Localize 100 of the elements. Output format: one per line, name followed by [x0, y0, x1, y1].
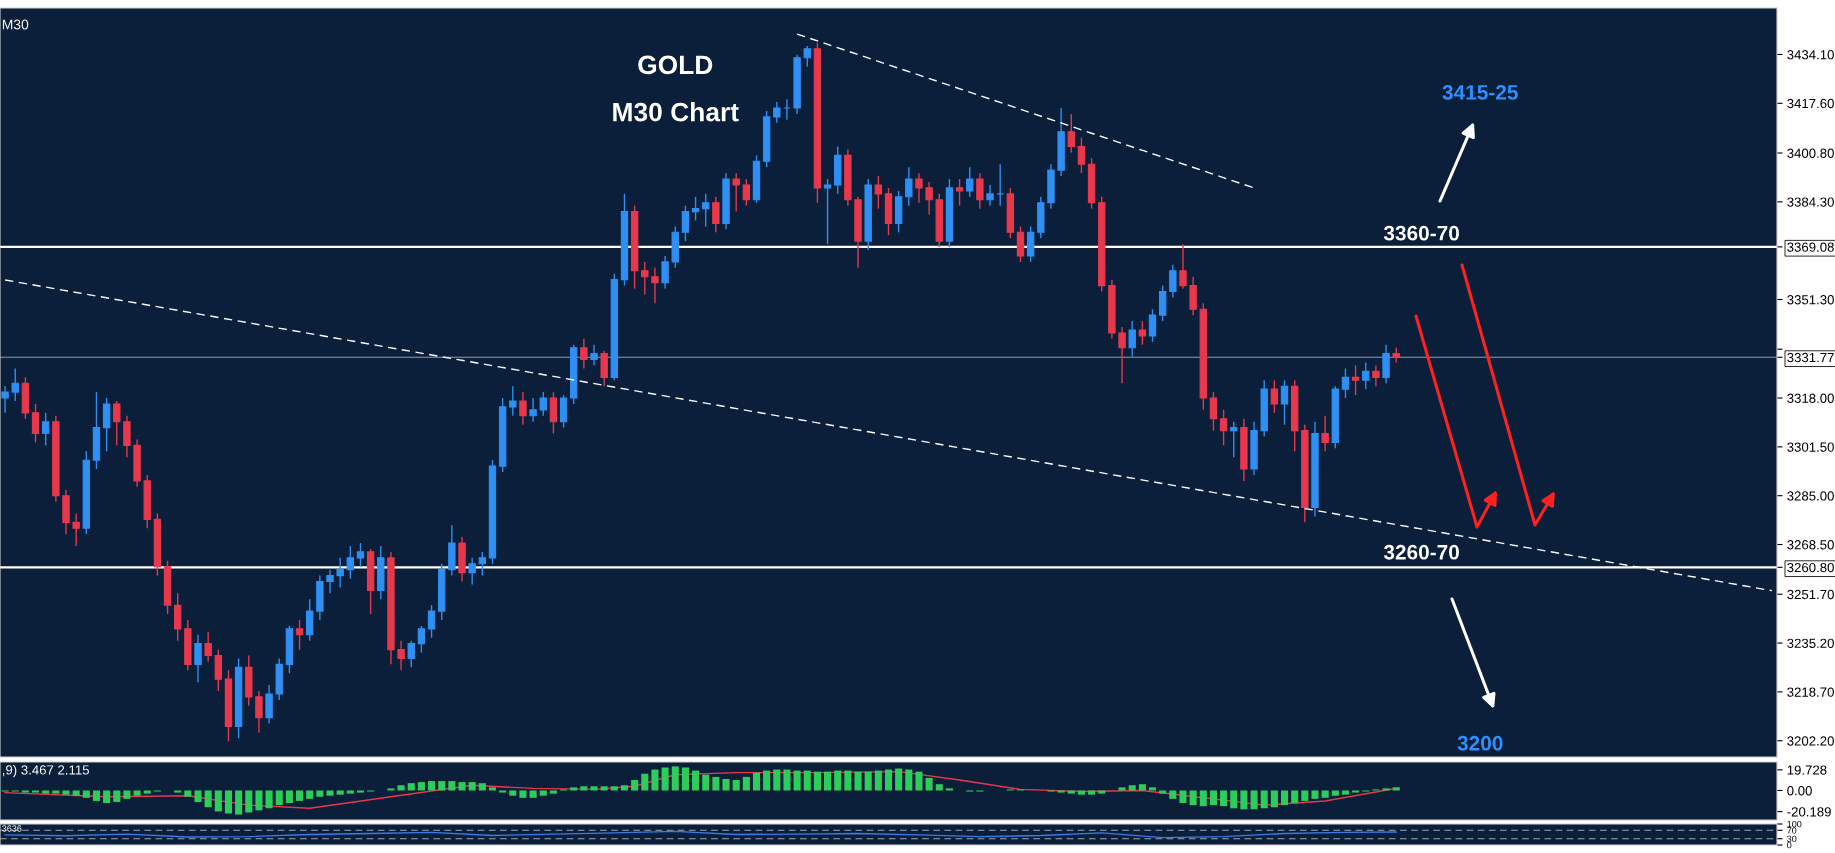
bar: [72, 790, 80, 796]
candlestick: [519, 391, 527, 426]
candlestick: [1, 385, 9, 414]
bar: [1392, 787, 1400, 791]
bar: [915, 771, 923, 791]
candlestick: [549, 391, 558, 435]
candlestick: [72, 512, 80, 547]
bar: [1159, 790, 1167, 794]
candlestick: [356, 542, 365, 568]
candlestick: [1230, 421, 1238, 458]
y-tick-label: 70: [1787, 827, 1797, 834]
y-tick-label: 100: [1787, 820, 1802, 828]
bar: [509, 790, 517, 796]
y-tick-label: 3260.80: [1787, 562, 1834, 573]
annotation: 3200: [1457, 735, 1503, 751]
bar: [306, 790, 314, 799]
candlestick: [204, 631, 212, 663]
y-tick-label: 3218.70: [1787, 687, 1834, 697]
candlestick: [1209, 391, 1218, 432]
candlestick: [194, 634, 202, 683]
bar: [864, 771, 872, 791]
bar: [752, 772, 761, 791]
annotation: M30: [2, 19, 29, 30]
bar: [1301, 790, 1309, 801]
candlestick: [1138, 320, 1147, 346]
bar: [905, 769, 913, 791]
candlestick: [1321, 415, 1329, 452]
y-tick-label: 3331.77: [1787, 352, 1834, 363]
bar: [1148, 787, 1157, 791]
candlestick: [1382, 344, 1390, 384]
candlestick: [955, 178, 964, 207]
candlestick: [905, 166, 913, 207]
y-tick-label: 3384.30: [1787, 197, 1834, 207]
candlestick: [1280, 379, 1289, 426]
bar: [448, 781, 456, 791]
candlestick: [1067, 113, 1075, 154]
candlestick: [874, 175, 883, 210]
bar: [580, 786, 588, 791]
bar: [42, 790, 50, 794]
candlestick: [1189, 276, 1197, 316]
bar: [681, 767, 689, 791]
bar: [763, 770, 771, 791]
bar: [1118, 787, 1126, 791]
y-tick-label: 3400.80: [1787, 148, 1834, 158]
bar: [1250, 790, 1258, 810]
bar: [925, 777, 933, 791]
candlestick: [966, 166, 974, 198]
bar: [1382, 788, 1390, 791]
candlestick: [509, 385, 517, 417]
candlestick: [773, 101, 781, 124]
bar: [722, 778, 730, 791]
bar: [1088, 790, 1096, 795]
annotation: 3415-25: [1442, 84, 1518, 100]
bar: [570, 787, 578, 791]
bar: [620, 785, 629, 791]
bar: [1098, 790, 1106, 794]
bar: [245, 790, 253, 813]
bar: [255, 790, 263, 811]
candlestick: [123, 415, 131, 458]
candlestick: [529, 397, 537, 423]
candlestick: [397, 640, 405, 671]
bar: [488, 787, 497, 791]
bar: [1199, 790, 1207, 807]
candlestick: [346, 545, 355, 580]
candlestick: [976, 172, 984, 210]
bar: [1169, 790, 1177, 799]
candlestick: [691, 196, 700, 222]
bar: [732, 780, 740, 791]
bar: [874, 770, 882, 791]
candlestick: [468, 557, 476, 586]
candlestick: [1362, 361, 1370, 390]
bar: [1077, 790, 1085, 795]
candlestick: [1077, 136, 1086, 174]
candlestick: [1219, 409, 1228, 447]
y-tick-label: -20.189: [1787, 807, 1831, 817]
bar: [1128, 785, 1136, 791]
text: GOLD: [638, 55, 713, 75]
bar: [1067, 790, 1075, 794]
candlestick: [803, 45, 811, 68]
annotation: 3636: [2, 825, 22, 832]
candlestick: [478, 551, 487, 577]
bar: [265, 790, 273, 809]
candlestick: [11, 367, 19, 402]
bar: [1209, 790, 1217, 806]
candlestick: [113, 400, 121, 447]
bar: [336, 790, 344, 795]
candlestick: [295, 619, 304, 651]
candlestick: [1128, 320, 1136, 358]
bar: [143, 790, 151, 794]
bar: [935, 784, 943, 791]
bar: [174, 790, 182, 793]
candlestick: [336, 557, 344, 589]
bar: [82, 790, 90, 798]
candlestick: [559, 394, 568, 429]
bar: [184, 790, 192, 797]
bar: [1291, 790, 1299, 804]
bar: [945, 788, 953, 791]
candlestick: [255, 690, 263, 734]
bar: [438, 781, 446, 791]
bar: [895, 768, 903, 791]
